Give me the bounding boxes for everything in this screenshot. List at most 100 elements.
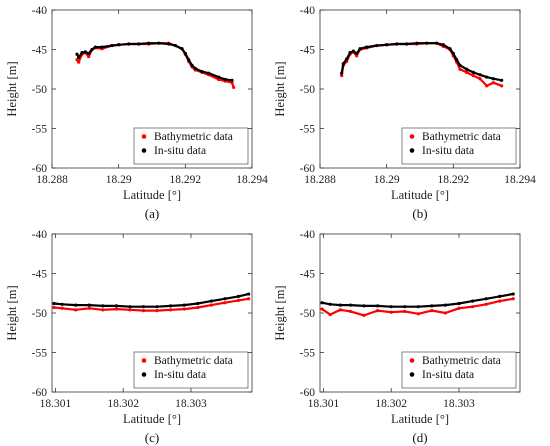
- data-point-in-situ: [365, 45, 369, 49]
- x-axis-title: Latitude [°]: [123, 188, 181, 202]
- data-point-in-situ: [348, 51, 352, 55]
- data-point-bathymetric: [340, 73, 344, 78]
- data-point-bathymetric: [223, 301, 227, 305]
- legend-marker-in-situ: [141, 148, 147, 153]
- legend-marker-in-situ: [409, 372, 415, 377]
- data-point-bathymetric: [362, 313, 366, 317]
- data-point-bathymetric: [217, 77, 221, 82]
- data-point-bathymetric: [209, 303, 213, 307]
- data-point-in-situ: [491, 77, 495, 81]
- data-point-in-situ: [83, 50, 87, 54]
- legend-marker-in-situ: [141, 372, 147, 377]
- data-point-in-situ: [93, 45, 97, 49]
- data-point-in-situ: [435, 41, 439, 45]
- data-point-bathymetric: [465, 70, 469, 75]
- data-point-in-situ: [223, 297, 227, 301]
- series-line-bathymetric: [321, 297, 514, 317]
- data-point-bathymetric: [236, 298, 241, 302]
- data-point-in-situ: [478, 73, 482, 77]
- data-point-in-situ: [187, 58, 191, 62]
- data-point-in-situ: [338, 303, 342, 307]
- data-point-in-situ: [375, 43, 379, 48]
- data-point-bathymetric: [457, 306, 461, 310]
- y-tick-label: -60: [300, 163, 316, 175]
- x-axis-title: Latitude [°]: [391, 412, 449, 426]
- data-point-in-situ: [345, 57, 349, 61]
- y-tick-label: -45: [32, 269, 48, 281]
- x-tick-label: 18.302: [375, 398, 407, 410]
- y-axis-title: Height [m]: [5, 61, 19, 116]
- data-point-bathymetric: [74, 308, 78, 312]
- legend-label-bathymetric: Bathymetric data: [422, 355, 501, 367]
- panel-label: (d): [412, 430, 427, 445]
- data-point-bathymetric: [155, 309, 159, 313]
- data-point-in-situ: [87, 51, 91, 56]
- data-point-in-situ: [465, 67, 469, 71]
- data-point-in-situ: [415, 41, 419, 45]
- data-point-in-situ: [114, 304, 119, 308]
- x-tick-label: 18.294: [504, 174, 536, 186]
- data-point-in-situ: [448, 47, 452, 51]
- legend-marker-in-situ: [409, 148, 415, 153]
- data-point-in-situ: [110, 43, 114, 48]
- x-tick-label: 18.301: [40, 398, 72, 410]
- y-tick-label: -40: [32, 229, 48, 241]
- y-tick-label: -60: [300, 387, 316, 399]
- data-point-in-situ: [498, 294, 502, 299]
- x-tick-label: 18.303: [443, 398, 475, 410]
- legend-label-in-situ: In-situ data: [422, 145, 474, 157]
- data-point-bathymetric: [500, 84, 504, 88]
- data-point-in-situ: [341, 62, 345, 66]
- legend-marker-bathymetric: [409, 358, 415, 363]
- x-axis-title: Latitude [°]: [391, 188, 449, 202]
- data-point-in-situ: [403, 305, 407, 309]
- y-tick-label: -40: [300, 229, 316, 241]
- data-point-bathymetric: [470, 305, 475, 309]
- data-point-in-situ: [180, 47, 184, 51]
- data-point-in-situ: [500, 78, 504, 82]
- y-tick-label: -55: [300, 348, 316, 360]
- x-tick-label: 18.288: [36, 174, 68, 186]
- legend: Bathymetric data In-situ data: [401, 127, 517, 165]
- y-tick-label: -40: [300, 5, 316, 17]
- y-tick-label: -50: [300, 84, 316, 96]
- legend-label-in-situ: In-situ data: [422, 369, 474, 381]
- panel-label: (a): [145, 206, 159, 221]
- data-point-bathymetric: [52, 305, 56, 310]
- data-point-bathymetric: [430, 309, 434, 313]
- data-point-bathymetric: [232, 85, 236, 90]
- data-point-in-situ: [451, 51, 455, 56]
- data-point-bathymetric: [484, 302, 488, 306]
- data-point-in-situ: [101, 304, 105, 308]
- y-tick-label: -55: [32, 348, 48, 360]
- data-point-in-situ: [236, 294, 241, 299]
- data-point-bathymetric: [491, 81, 495, 85]
- legend-marker-bathymetric: [409, 134, 415, 139]
- x-tick-label: 18.302: [107, 398, 139, 410]
- data-point-bathymetric: [355, 54, 359, 58]
- x-tick-label: 18.292: [170, 174, 202, 186]
- data-point-in-situ: [416, 305, 420, 309]
- data-point-in-situ: [441, 43, 445, 47]
- data-point-in-situ: [385, 43, 389, 47]
- y-tick-label: -50: [300, 308, 316, 320]
- y-tick-label: -50: [32, 308, 48, 320]
- data-point-in-situ: [52, 301, 56, 306]
- data-point-in-situ: [223, 77, 227, 82]
- data-point-in-situ: [443, 303, 448, 307]
- data-point-bathymetric: [389, 310, 393, 314]
- data-point-in-situ: [100, 45, 104, 49]
- x-tick-label: 18.294: [236, 174, 268, 186]
- legend-marker-bathymetric: [141, 134, 147, 139]
- data-point-in-situ: [217, 75, 221, 79]
- data-point-bathymetric: [87, 306, 91, 310]
- data-point-in-situ: [190, 63, 194, 67]
- data-point-bathymetric: [338, 308, 342, 312]
- data-point-in-situ: [137, 42, 141, 46]
- x-tick-label: 18.29: [374, 174, 400, 186]
- y-tick-label: -40: [32, 5, 48, 17]
- y-tick-label: -45: [300, 45, 316, 57]
